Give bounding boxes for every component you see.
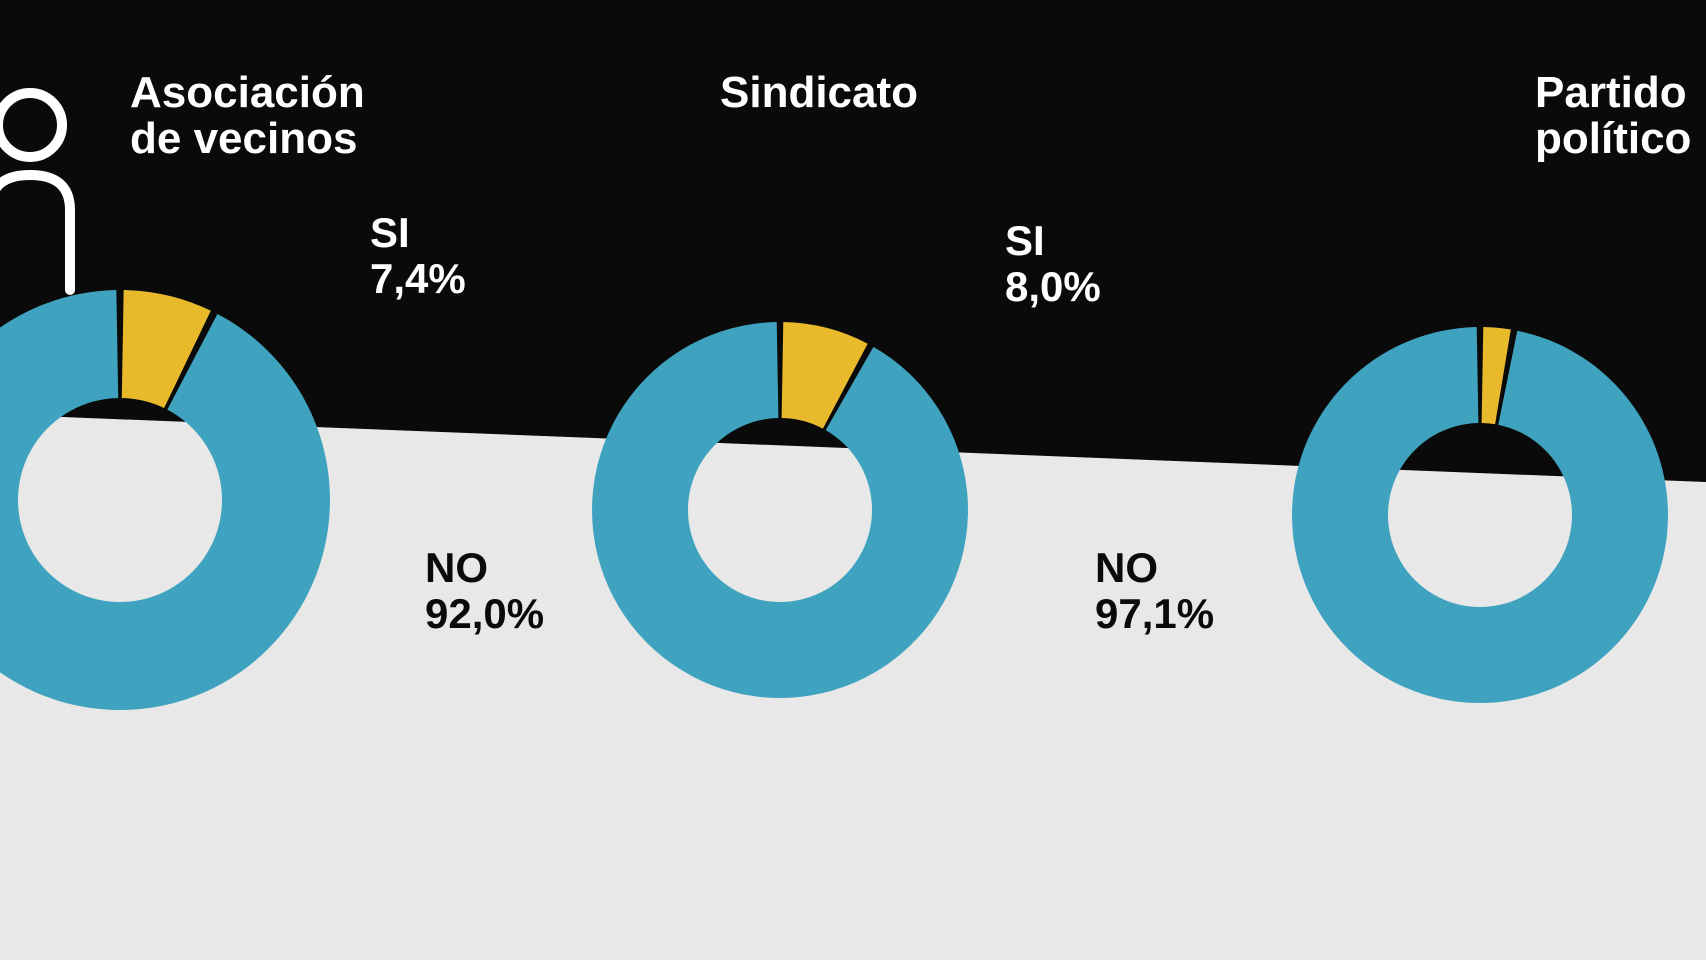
label-no-partido: NO 97,1% bbox=[1095, 545, 1214, 637]
donut-sindicato bbox=[590, 320, 970, 700]
si-name: SI bbox=[1005, 218, 1101, 264]
title-vecinos: Asociaciónde vecinos bbox=[130, 70, 365, 162]
chart-stage: Asociaciónde vecinos Sindicato Partidopo… bbox=[0, 0, 1706, 960]
label-no-sindicato: NO 92,0% bbox=[425, 545, 544, 637]
label-si-vecinos: SI 7,4% bbox=[370, 210, 466, 302]
no-name: NO bbox=[425, 545, 544, 591]
si-value: 7,4% bbox=[370, 256, 466, 302]
title-partido: Partidopolítico bbox=[1535, 70, 1691, 162]
no-value: 97,1% bbox=[1095, 591, 1214, 637]
person-outline-icon bbox=[0, 80, 90, 300]
label-si-sindicato: SI 8,0% bbox=[1005, 218, 1101, 310]
si-value: 8,0% bbox=[1005, 264, 1101, 310]
no-value: 92,0% bbox=[425, 591, 544, 637]
no-name: NO bbox=[1095, 545, 1214, 591]
title-sindicato: Sindicato bbox=[720, 70, 918, 116]
si-name: SI bbox=[370, 210, 466, 256]
donut-vecinos bbox=[0, 288, 332, 712]
donut-partido bbox=[1290, 325, 1670, 705]
